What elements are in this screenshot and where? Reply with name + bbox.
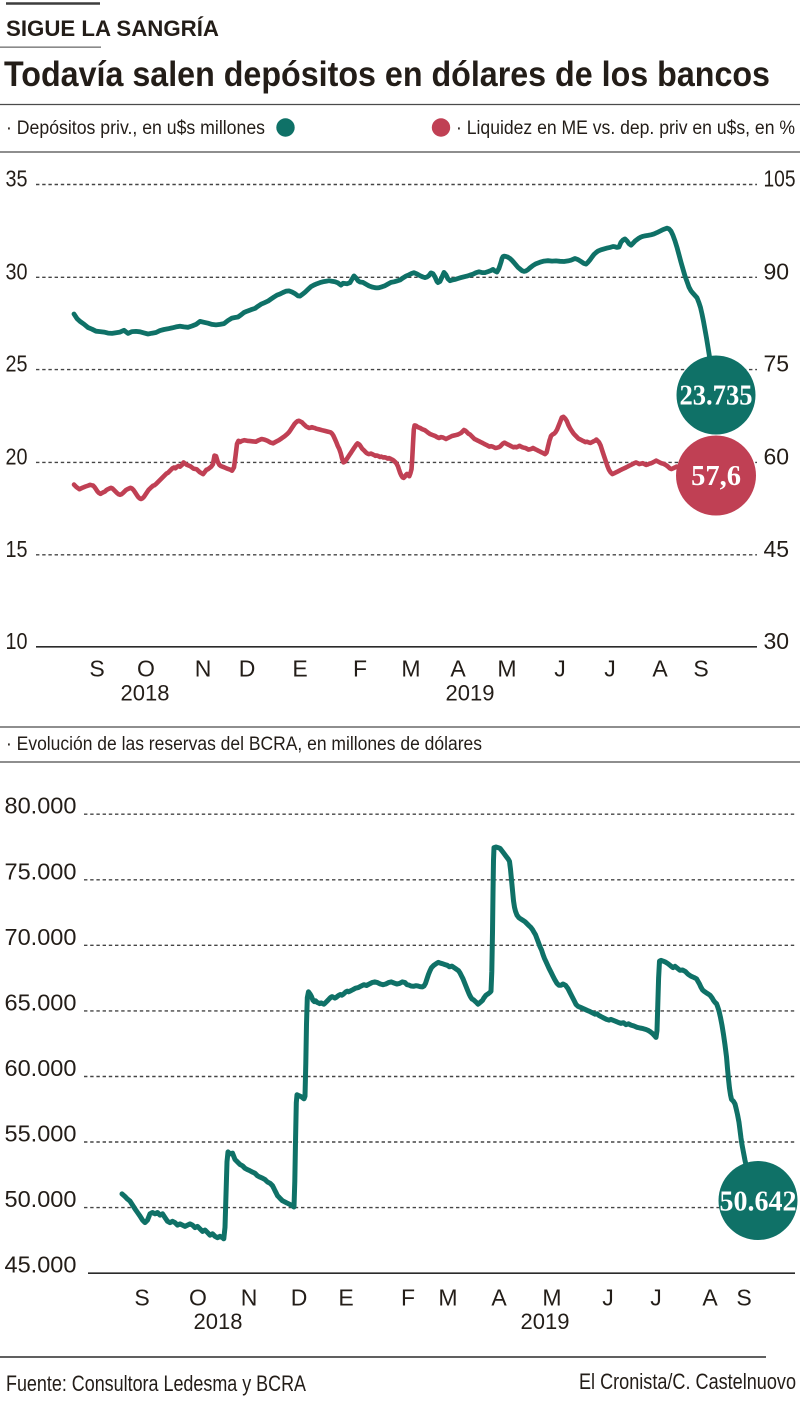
svg-text:70.000: 70.000 — [5, 924, 77, 950]
svg-text:80.000: 80.000 — [5, 793, 77, 819]
svg-text:55.000: 55.000 — [5, 1121, 77, 1147]
svg-text:J: J — [650, 1285, 662, 1311]
svg-text:35: 35 — [6, 166, 28, 192]
svg-text:J: J — [554, 656, 566, 682]
svg-text:15: 15 — [6, 536, 28, 562]
svg-text:El Cronista/C. Castelnuovo: El Cronista/C. Castelnuovo — [579, 1369, 796, 1394]
svg-text:2019: 2019 — [521, 1309, 570, 1334]
svg-text:2018: 2018 — [121, 681, 170, 706]
svg-text:S: S — [736, 1285, 751, 1311]
svg-text:105: 105 — [764, 166, 796, 192]
svg-text:75.000: 75.000 — [5, 858, 77, 884]
svg-text:30: 30 — [764, 628, 790, 654]
svg-text:2019: 2019 — [446, 681, 495, 706]
svg-text:E: E — [338, 1285, 353, 1311]
svg-text:A: A — [491, 1285, 507, 1311]
svg-text:60: 60 — [764, 443, 790, 469]
svg-text:75: 75 — [764, 351, 790, 377]
svg-text:N: N — [241, 1285, 258, 1311]
svg-text:57,6: 57,6 — [691, 461, 741, 492]
svg-text:45: 45 — [764, 536, 790, 562]
svg-text:M: M — [438, 1285, 457, 1311]
svg-text:50.642: 50.642 — [720, 1186, 797, 1218]
svg-text:23.735: 23.735 — [680, 381, 753, 412]
svg-text:60.000: 60.000 — [5, 1055, 77, 1081]
svg-text:D: D — [239, 656, 256, 682]
svg-text:Fuente: Consultora Ledesma y B: Fuente: Consultora Ledesma y BCRA — [6, 1371, 306, 1396]
svg-text:45.000: 45.000 — [5, 1252, 77, 1278]
svg-text:SIGUE LA SANGRÍA: SIGUE LA SANGRÍA — [6, 16, 219, 41]
svg-text:S: S — [89, 656, 104, 682]
svg-text:J: J — [602, 1285, 614, 1311]
svg-text:65.000: 65.000 — [5, 989, 77, 1015]
svg-text:A: A — [702, 1285, 718, 1311]
svg-text:· Evolución de las reservas de: · Evolución de las reservas del BCRA, en… — [6, 734, 482, 755]
svg-text:F: F — [353, 656, 367, 682]
svg-text:10: 10 — [6, 628, 28, 654]
svg-text:M: M — [401, 656, 420, 682]
svg-text:30: 30 — [6, 258, 28, 284]
svg-text:F: F — [401, 1285, 415, 1311]
svg-text:N: N — [195, 656, 212, 682]
svg-text:A: A — [652, 656, 668, 682]
svg-text:90: 90 — [764, 258, 790, 284]
svg-text:M: M — [497, 656, 516, 682]
svg-text:O: O — [137, 656, 155, 682]
svg-text:50.000: 50.000 — [5, 1186, 77, 1212]
svg-text:M: M — [542, 1285, 561, 1311]
svg-text:J: J — [604, 656, 616, 682]
svg-text:· Depósitos priv., en u$s mill: · Depósitos priv., en u$s millones — [6, 118, 265, 139]
svg-text:D: D — [291, 1285, 308, 1311]
svg-text:· Liquidez en ME vs. dep. priv: · Liquidez en ME vs. dep. priv en u$s, e… — [456, 118, 795, 139]
svg-text:25: 25 — [6, 351, 28, 377]
svg-text:20: 20 — [6, 443, 28, 469]
svg-text:E: E — [292, 656, 307, 682]
svg-text:S: S — [693, 656, 708, 682]
svg-text:A: A — [450, 656, 466, 682]
svg-text:2018: 2018 — [194, 1309, 243, 1334]
svg-text:Todavía salen depósitos en dól: Todavía salen depósitos en dólares de lo… — [4, 55, 770, 94]
svg-text:O: O — [189, 1285, 207, 1311]
svg-text:S: S — [134, 1285, 149, 1311]
